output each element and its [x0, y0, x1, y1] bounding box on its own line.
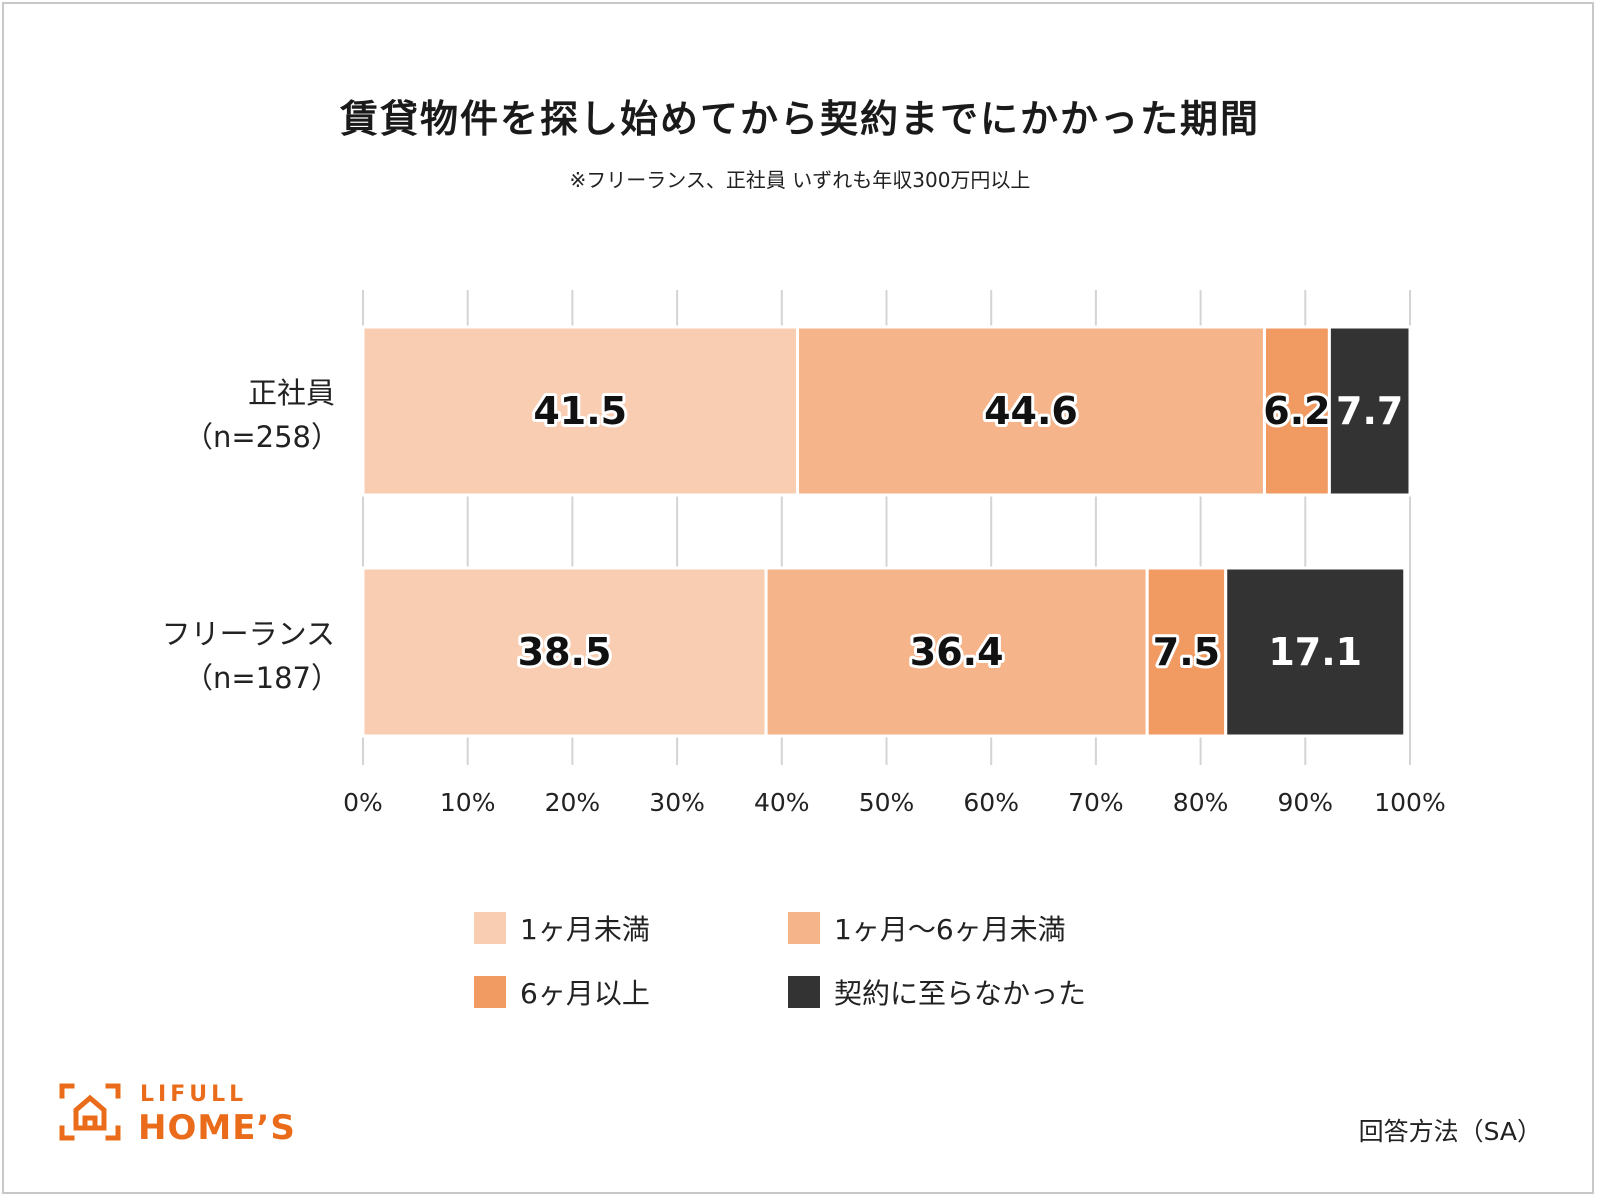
house-icon: [59, 1083, 121, 1141]
x-tick-label: 70%: [1068, 788, 1124, 817]
legend-swatch: [474, 976, 506, 1008]
bar-segment: [796, 325, 1266, 497]
category-sample-size: （n=187）: [184, 661, 340, 695]
x-tick-label: 90%: [1278, 788, 1334, 817]
chart-subtitle: ※フリーランス、正社員 いずれも年収300万円以上: [569, 168, 1031, 192]
bar-segment: [1145, 566, 1228, 738]
x-tick-label: 60%: [963, 788, 1019, 817]
logo-text-lifull: LIFULL: [140, 1082, 248, 1107]
bar-layer: [361, 325, 1412, 738]
legend-swatch: [474, 912, 506, 944]
category-sample-size: （n=258）: [184, 420, 340, 454]
legend-item-over-6-months: 6ヶ月以上: [474, 972, 650, 1012]
category-label: 正社員: [248, 376, 335, 410]
bar-segment: [361, 566, 768, 738]
x-tick-label: 30%: [649, 788, 705, 817]
legend-label: 6ヶ月以上: [520, 977, 650, 1010]
data-label: 17.1: [1268, 630, 1362, 674]
legend-label: 契約に至らなかった: [834, 977, 1087, 1010]
x-tick-label: 40%: [754, 788, 810, 817]
x-tick-label: 20%: [545, 788, 601, 817]
data-label: 38.5: [518, 630, 612, 674]
data-label: 41.5: [533, 389, 627, 433]
legend-swatch: [788, 976, 820, 1008]
data-label: 7.7: [1336, 389, 1403, 433]
bar-segment: [764, 566, 1149, 738]
x-tick-label: 0%: [343, 788, 383, 817]
x-tick-label: 100%: [1374, 788, 1445, 817]
legend-item-under-1-month: 1ヶ月未満: [474, 908, 650, 948]
lifull-homes-logo: LIFULL HOME’S: [58, 1082, 318, 1148]
legend: 1ヶ月未満 1ヶ月〜6ヶ月未満 6ヶ月以上 契約に至らなかった: [474, 908, 1174, 1048]
label-layer: 41.5 44.6 6.2 7.7 38.5 36.4 7.5 17.1: [515, 386, 1404, 677]
bar-segment: [1224, 566, 1407, 738]
bar-segment: [1327, 325, 1412, 497]
x-tick-label: 50%: [859, 788, 915, 817]
answer-method: 回答方法（SA）: [1358, 1117, 1542, 1146]
axis-layer: 0% 10% 20% 30% 40% 50% 60% 70% 80% 90% 100% 正社員 （n=2…: [162, 376, 1446, 817]
bar-segment: [361, 325, 800, 497]
chart-title: 賃貸物件を探し始めてから契約までにかかった期間: [339, 97, 1260, 141]
legend-item-no-contract: 契約に至らなかった: [788, 972, 1086, 1012]
stacked-bar-chart: 41.5 44.6 6.2 7.7 38.5 36.4 7.5 17.1 0% 10% 20% 30…: [162, 290, 1446, 817]
category-label: フリーランス: [162, 617, 335, 651]
legend-label: 1ヶ月〜6ヶ月未満: [834, 913, 1066, 946]
data-label: 44.6: [984, 389, 1078, 433]
data-label: 36.4: [910, 630, 1004, 674]
logo-text-homes: HOME’S: [138, 1108, 296, 1148]
data-label: 6.2: [1263, 389, 1330, 433]
legend-swatch: [788, 912, 820, 944]
x-tick-label: 10%: [440, 788, 496, 817]
legend-label: 1ヶ月未満: [520, 913, 650, 946]
legend-item-1-to-6-months: 1ヶ月〜6ヶ月未満: [788, 908, 1066, 948]
data-label: 7.5: [1153, 630, 1220, 674]
x-tick-label: 80%: [1173, 788, 1229, 817]
